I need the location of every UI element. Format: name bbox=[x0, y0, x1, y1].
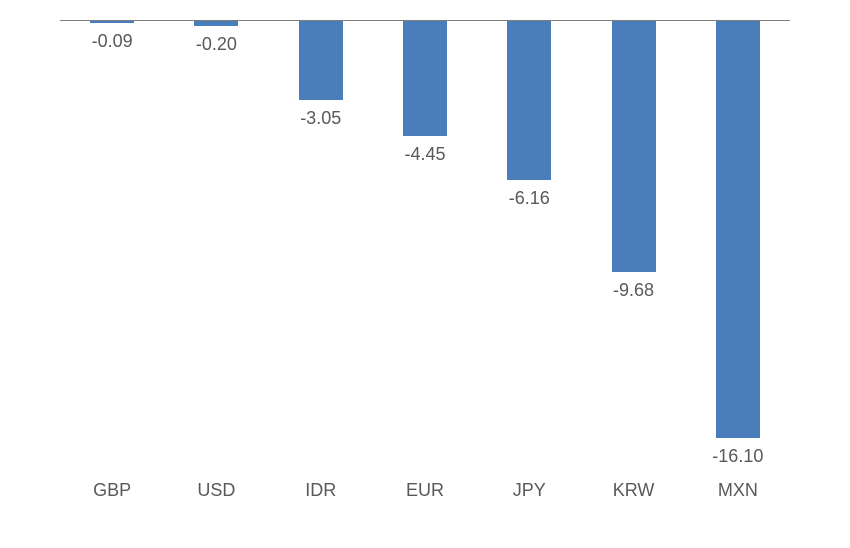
value-label: -16.10 bbox=[712, 446, 763, 467]
bar-slot: -6.16 bbox=[477, 21, 581, 180]
bar-slot: -16.10 bbox=[686, 21, 790, 438]
category-label: GBP bbox=[60, 480, 164, 501]
bar-slot: -4.45 bbox=[373, 21, 477, 136]
value-label: -3.05 bbox=[300, 108, 341, 129]
bar-mxn: -16.10 bbox=[716, 21, 760, 438]
category-label: JPY bbox=[477, 480, 581, 501]
value-label: -0.20 bbox=[196, 34, 237, 55]
category-label: EUR bbox=[373, 480, 477, 501]
bar-slot: -0.20 bbox=[164, 21, 268, 26]
category-label: MXN bbox=[686, 480, 790, 501]
value-label: -0.09 bbox=[92, 31, 133, 52]
x-axis-labels: GBPUSDIDREURJPYKRWMXN bbox=[60, 480, 790, 501]
bar-eur: -4.45 bbox=[403, 21, 447, 136]
bar-usd: -0.20 bbox=[194, 21, 238, 26]
category-label: IDR bbox=[269, 480, 373, 501]
category-label: KRW bbox=[581, 480, 685, 501]
bar-krw: -9.68 bbox=[612, 21, 656, 272]
bar-slot: -9.68 bbox=[581, 21, 685, 272]
bar-gbp: -0.09 bbox=[90, 21, 134, 23]
value-label: -4.45 bbox=[404, 144, 445, 165]
value-label: -6.16 bbox=[509, 188, 550, 209]
bars-container: -0.09 -0.20 -3.05 -4.45 -6.16 -9.68 -16.10 bbox=[60, 21, 790, 461]
plot-area: -0.09 -0.20 -3.05 -4.45 -6.16 -9.68 -16.10 bbox=[60, 20, 790, 460]
category-label: USD bbox=[164, 480, 268, 501]
bar-idr: -3.05 bbox=[299, 21, 343, 100]
currency-bar-chart: -0.09 -0.20 -3.05 -4.45 -6.16 -9.68 -16.10 GBP… bbox=[0, 0, 850, 548]
bar-slot: -3.05 bbox=[269, 21, 373, 100]
value-label: -9.68 bbox=[613, 280, 654, 301]
bar-slot: -0.09 bbox=[60, 21, 164, 23]
bar-jpy: -6.16 bbox=[507, 21, 551, 180]
